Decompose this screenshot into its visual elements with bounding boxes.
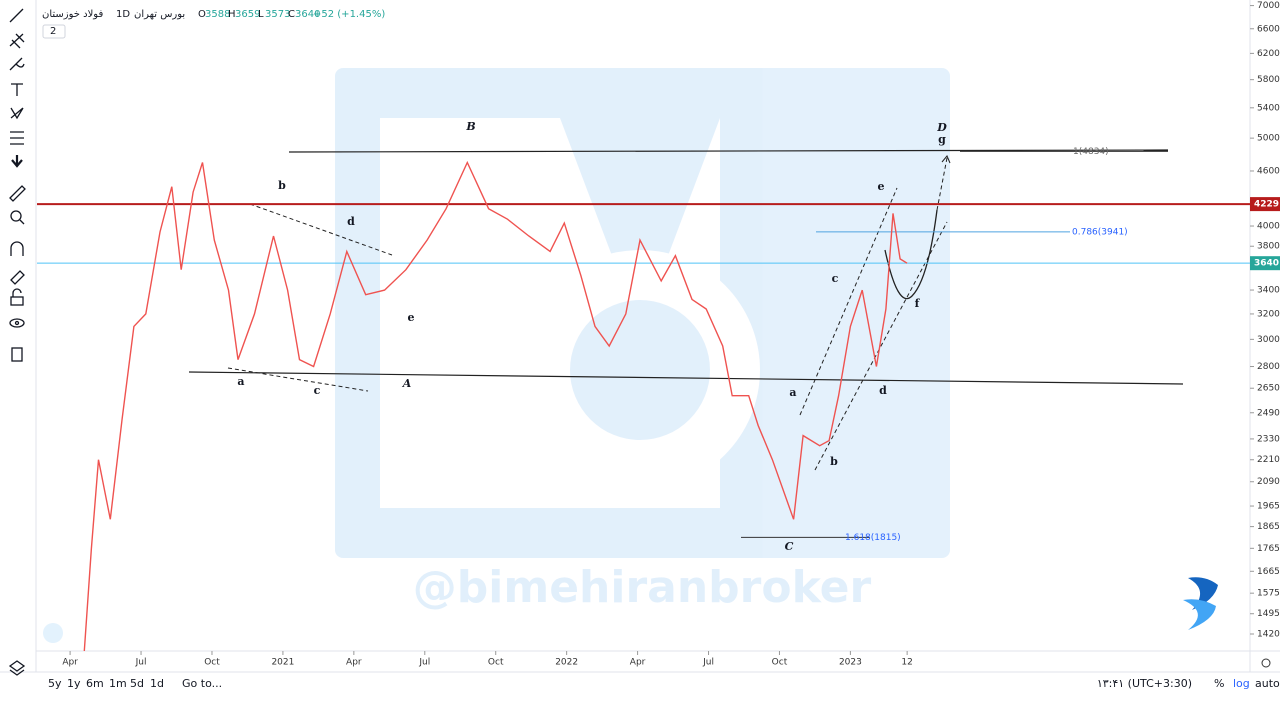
ohlc-value: 3659 xyxy=(235,9,260,20)
wave-label: e xyxy=(878,180,885,193)
clock: ۱۳:۴۱ (UTC+3:30) xyxy=(1097,677,1192,690)
y-tick-label: 2330 xyxy=(1257,434,1280,444)
y-tick-label: 1665 xyxy=(1257,567,1280,577)
range-button[interactable]: 1y xyxy=(67,677,81,690)
log-toggle[interactable]: log xyxy=(1233,677,1250,690)
toolbar-icons[interactable] xyxy=(8,8,26,676)
fib-label: 0.786(3941) xyxy=(1072,227,1128,237)
y-tick-label: 1495 xyxy=(1257,609,1280,619)
x-tick-label: Jul xyxy=(135,658,147,668)
price-line-series xyxy=(83,160,908,652)
y-tick-label: 4000 xyxy=(1257,222,1280,232)
change: +52 (+1.45%) xyxy=(313,9,385,20)
fib-label: 1.618(1815) xyxy=(845,533,901,543)
x-tick-label: Apr xyxy=(346,658,362,668)
wave-label: c xyxy=(832,272,839,285)
wave-label: c xyxy=(314,384,321,397)
x-tick-label: 2023 xyxy=(839,658,862,668)
wave-label: a xyxy=(237,375,244,388)
price-label: 3640 xyxy=(1254,259,1279,269)
watermark-logo xyxy=(335,68,950,558)
x-tick-label: Apr xyxy=(62,658,78,668)
ohlc-value: 3640 xyxy=(295,9,320,20)
fib-label: 1(4834) xyxy=(1073,147,1109,157)
y-tick-label: 3800 xyxy=(1257,242,1280,252)
y-tick-label: 3200 xyxy=(1257,309,1280,319)
ohlc-label: C xyxy=(288,9,295,20)
wave-label: e xyxy=(408,311,415,324)
interval: 1D xyxy=(116,9,130,20)
wave-label: B xyxy=(465,120,475,133)
ohlc-value: 3588 xyxy=(205,9,230,20)
range-button[interactable]: 5d xyxy=(130,677,144,690)
wave-label: f xyxy=(915,297,921,310)
ohlc-label: L xyxy=(258,9,264,20)
ohlc-value: 3573 xyxy=(265,9,290,20)
broker-logo xyxy=(1183,577,1218,630)
watermark-text: @bimehiranbroker xyxy=(413,562,872,613)
price-label-box xyxy=(1250,256,1280,271)
range-button[interactable]: 5y xyxy=(48,677,62,690)
ohlc-label: O xyxy=(198,9,206,20)
wave-label: d xyxy=(347,215,355,228)
goto-button[interactable]: Go to... xyxy=(182,677,222,690)
x-tick-label: Oct xyxy=(772,658,788,668)
settings-button[interactable] xyxy=(1261,658,1271,668)
y-tick-label: 2090 xyxy=(1257,477,1280,487)
x-tick-label: Oct xyxy=(488,658,504,668)
x-tick-label: 2022 xyxy=(555,658,578,668)
x-tick-label: Jul xyxy=(418,658,430,668)
wave-label: b xyxy=(278,179,286,192)
y-tick-label: 1420 xyxy=(1257,629,1280,639)
symbol: فولاد خوزستان xyxy=(42,9,103,20)
y-tick-label: 7000 xyxy=(1257,1,1280,11)
y-tick-label: 3000 xyxy=(1257,335,1280,345)
auto-toggle[interactable]: auto xyxy=(1255,677,1280,690)
wave-label: d xyxy=(879,384,887,397)
wave-label: A xyxy=(402,377,412,390)
x-tick-label: Jul xyxy=(702,658,714,668)
exchange: بورس تهران xyxy=(134,9,185,20)
y-tick-label: 6600 xyxy=(1257,24,1280,34)
ohlc-label: H xyxy=(228,9,236,20)
y-tick-label: 1965 xyxy=(1257,502,1280,512)
range-button[interactable]: 6m xyxy=(86,677,104,690)
y-tick-label: 2490 xyxy=(1257,408,1280,418)
price-label: 4229 xyxy=(1254,200,1279,210)
x-tick-label: Apr xyxy=(630,658,646,668)
indicator-toggle[interactable] xyxy=(42,24,66,39)
y-tick-label: 2650 xyxy=(1257,384,1280,394)
y-tick-label: 1865 xyxy=(1257,522,1280,532)
percent-toggle[interactable]: % xyxy=(1214,677,1224,690)
y-tick-label: 2800 xyxy=(1257,362,1280,372)
y-tick-label: 2210 xyxy=(1257,455,1280,465)
y-tick-label: 5000 xyxy=(1257,134,1280,144)
x-tick-label: Oct xyxy=(204,658,220,668)
y-tick-label: 5800 xyxy=(1257,75,1280,85)
x-tick-label: 2021 xyxy=(271,658,294,668)
indicator-count[interactable]: 2 xyxy=(50,26,56,37)
wave-label: C xyxy=(785,540,794,553)
wave-label: a xyxy=(789,386,796,399)
range-button[interactable]: 1d xyxy=(150,677,164,690)
x-tick-label: 12 xyxy=(901,658,912,668)
range-button[interactable]: 1m xyxy=(109,677,127,690)
y-tick-label: 3400 xyxy=(1257,286,1280,296)
wave-label: g xyxy=(938,133,946,146)
wave-label: b xyxy=(830,455,838,468)
y-tick-label: 6200 xyxy=(1257,49,1280,59)
y-tick-label: 5400 xyxy=(1257,103,1280,113)
y-tick-label: 4600 xyxy=(1257,166,1280,176)
price-label-box xyxy=(1250,197,1280,212)
logo-button[interactable] xyxy=(43,623,63,643)
wave-label: D xyxy=(936,121,947,134)
y-tick-label: 1765 xyxy=(1257,544,1280,554)
y-tick-label: 1575 xyxy=(1257,589,1280,599)
